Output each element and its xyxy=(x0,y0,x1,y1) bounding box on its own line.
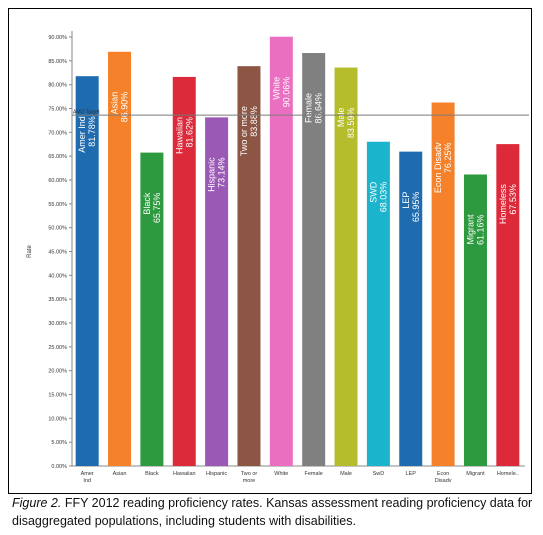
x-tick-label: Two or xyxy=(241,471,258,477)
bar xyxy=(399,151,423,466)
x-tick-label: Amer xyxy=(81,471,94,477)
bar xyxy=(463,174,487,466)
x-tick-label: Ind xyxy=(83,478,91,484)
bar-label-group: Econ Disadv 76.25% xyxy=(433,142,453,193)
bar-label-group: Black 65.75% xyxy=(142,192,162,223)
bar-category-label: Econ Disadv xyxy=(433,142,443,193)
bar xyxy=(431,102,455,467)
bar-category-label: Male xyxy=(336,108,346,128)
bar-label-group: Homeless 67.53% xyxy=(498,184,518,225)
y-tick-label: 10.00% xyxy=(48,416,67,422)
y-tick-label: 25.00% xyxy=(48,345,67,351)
bar-label-group: SWD 68.03% xyxy=(368,181,388,212)
x-tick-label: SwD xyxy=(373,471,385,477)
bar-value-label: 81.78% xyxy=(87,116,97,147)
bar xyxy=(140,152,164,466)
y-tick-label: 5.00% xyxy=(51,440,67,446)
bar-category-label: Two or more xyxy=(239,106,249,156)
y-tick-label: 60.00% xyxy=(48,178,67,184)
bar-category-label: LEP xyxy=(401,192,411,209)
bar-label-group: Amer Ind 81.78% xyxy=(77,116,97,153)
y-tick-label: 85.00% xyxy=(48,59,67,65)
bar-value-label: 86.64% xyxy=(314,93,324,124)
y-tick-label: 70.00% xyxy=(48,130,67,136)
bar-value-label: 73.14% xyxy=(217,157,227,188)
bar xyxy=(75,76,99,466)
x-tick-label: Black xyxy=(145,471,159,477)
bar-value-label: 65.95% xyxy=(411,192,421,223)
y-tick-label: 75.00% xyxy=(48,107,67,113)
bar-value-label: 81.62% xyxy=(184,117,194,148)
bar-category-label: Homeless xyxy=(498,184,508,225)
x-tick-label: more xyxy=(243,478,256,484)
y-tick-label: 35.00% xyxy=(48,297,67,303)
y-tick-label: 45.00% xyxy=(48,250,67,256)
bar-value-label: 83.59% xyxy=(346,108,356,139)
caption-figure-number: Figure 2. xyxy=(12,496,62,510)
x-tick-label: Disadv xyxy=(435,478,452,484)
x-tick-label: Male xyxy=(340,471,352,477)
figure-caption: Figure 2. FFY 2012 reading proficiency r… xyxy=(12,494,537,530)
bar-label-group: Migrant 61.16% xyxy=(465,214,485,245)
y-tick-label: 15.00% xyxy=(48,393,67,399)
bar-value-label: 90.06% xyxy=(281,77,291,108)
bar xyxy=(334,67,358,467)
bar-category-label: Migrant xyxy=(465,214,475,245)
bar-category-label: Female xyxy=(304,93,314,123)
x-tick-label: Homele.. xyxy=(497,471,519,477)
x-tick-label: Hispanic xyxy=(206,471,227,477)
x-tick-label: Hawaiian xyxy=(173,471,196,477)
y-tick-label: 50.00% xyxy=(48,226,67,232)
chart-frame: 0.00% 5.00% 10.00% 15.00% 20.00% 25.00% 30.00%… xyxy=(8,8,532,494)
bar xyxy=(237,66,261,466)
bar-category-label: Hispanic xyxy=(207,157,217,192)
bar-category-label: Black xyxy=(142,192,152,215)
y-tick-label: 20.00% xyxy=(48,369,67,375)
x-tick-label: Female xyxy=(305,471,323,477)
bar-label-group: Asian 86.90% xyxy=(110,92,130,123)
caption-text: FFY 2012 reading proficiency rates. Kans… xyxy=(12,496,533,528)
y-tick-label: 40.00% xyxy=(48,273,67,279)
target-label: AMO Target xyxy=(73,110,100,116)
bar-category-label: Asian xyxy=(110,92,120,115)
bar xyxy=(172,76,196,466)
x-tick-label: Econ xyxy=(437,471,450,477)
bar xyxy=(496,144,520,466)
bar-label-group: Two or more 83.88% xyxy=(239,106,259,156)
bar xyxy=(366,141,390,466)
y-tick-label: 90.00% xyxy=(48,35,67,41)
bar-value-label: 65.75% xyxy=(152,193,162,224)
bar-value-label: 86.90% xyxy=(120,92,130,123)
bar-label-group: Female 86.64% xyxy=(304,93,324,124)
y-tick-label: 30.00% xyxy=(48,321,67,327)
bar-value-label: 67.53% xyxy=(508,184,518,215)
bar-value-label: 76.25% xyxy=(443,143,453,174)
x-tick-label: Migrant xyxy=(466,471,485,477)
bar-label-group: Hawaiian 81.62% xyxy=(174,117,194,154)
bar-label-group: Male 83.59% xyxy=(336,108,356,139)
x-tick-label: Asian xyxy=(113,471,127,477)
bar xyxy=(205,117,229,466)
bar xyxy=(302,53,326,467)
bar-label-group: LEP 65.95% xyxy=(401,192,421,223)
bar-category-label: Amer Ind xyxy=(77,116,87,153)
x-tick-label: LEP xyxy=(406,471,417,477)
bar-chart: 0.00% 5.00% 10.00% 15.00% 20.00% 25.00% 30.00%… xyxy=(27,31,529,484)
bar-value-label: 61.16% xyxy=(475,214,485,245)
bar-value-label: 68.03% xyxy=(378,182,388,213)
bar xyxy=(269,36,293,467)
y-tick-label: 80.00% xyxy=(48,83,67,89)
bar-category-label: Hawaiian xyxy=(174,117,184,154)
y-tick-label: 0.00% xyxy=(51,464,67,470)
bar-label-group: Hispanic 73.14% xyxy=(207,157,227,192)
x-tick-label: White xyxy=(274,471,288,477)
y-tick-label: 65.00% xyxy=(48,154,67,160)
bar-category-label: SWD xyxy=(368,181,378,202)
bar-category-label: White xyxy=(271,77,281,100)
y-axis-title: Rate xyxy=(27,245,33,258)
bar-value-label: 83.88% xyxy=(249,106,259,137)
bar xyxy=(108,51,132,466)
bar-label-group: White 90.06% xyxy=(271,77,291,108)
y-tick-label: 55.00% xyxy=(48,202,67,208)
